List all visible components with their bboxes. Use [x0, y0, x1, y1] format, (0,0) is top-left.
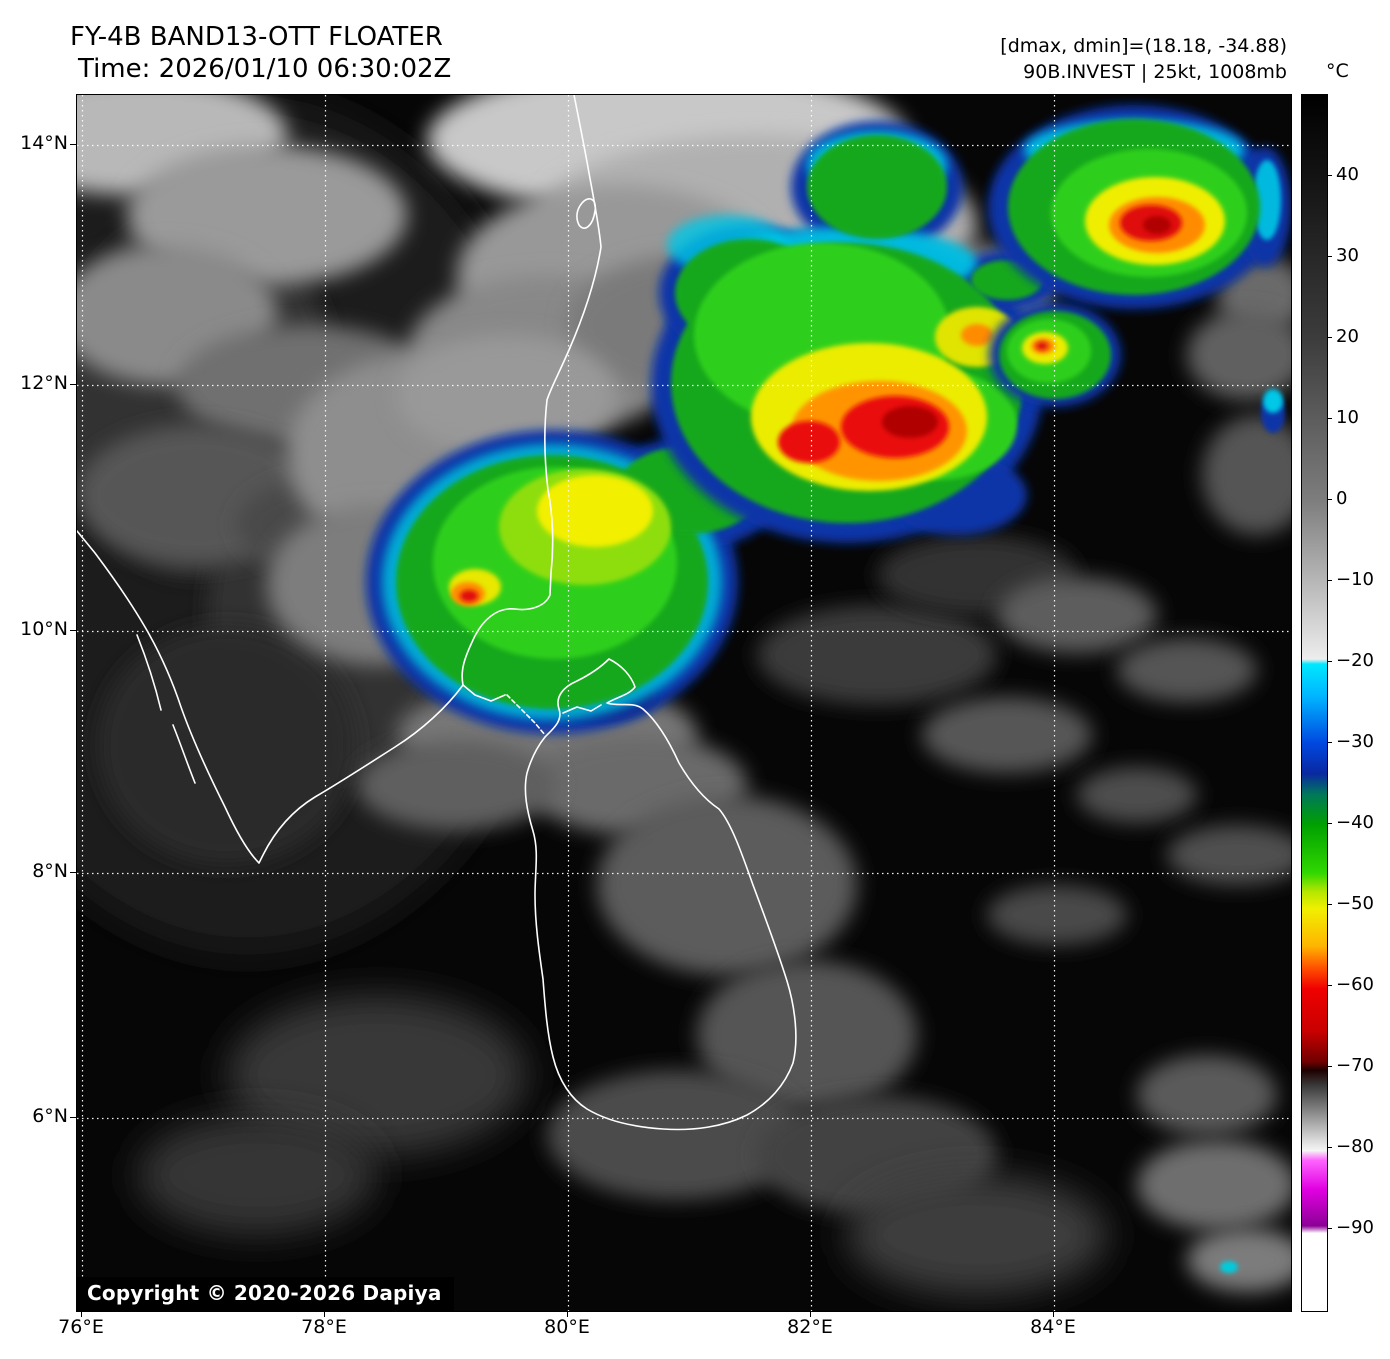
y-axis-label: 6°N — [32, 1105, 68, 1127]
india-coastline — [77, 95, 602, 864]
colorbar-tick-label: 30 — [1336, 245, 1359, 266]
colorbar-tick — [1327, 256, 1332, 257]
colorbar-tick-label: −50 — [1336, 893, 1374, 914]
colorbar-tick-label: 20 — [1336, 326, 1359, 347]
y-axis-tick — [70, 630, 76, 631]
colorbar-tick — [1327, 823, 1332, 824]
colorbar-tick-label: 40 — [1336, 164, 1359, 185]
convection-system-northeast — [988, 105, 1291, 309]
colorbar-tick — [1327, 661, 1332, 662]
colorbar-tick-label: −70 — [1336, 1055, 1374, 1076]
x-axis-label: 78°E — [301, 1316, 347, 1338]
colorbar-tick — [1327, 742, 1332, 743]
coastlines — [77, 95, 797, 1131]
colorbar-tick-label: −20 — [1336, 650, 1374, 671]
satellite-map: Copyright © 2020-2026 Dapiya — [76, 94, 1292, 1312]
header-info-block: [dmax, dmin]=(18.18, -34.88) 90B.INVEST … — [1000, 34, 1287, 85]
colorbar-tick-label: −60 — [1336, 974, 1374, 995]
colorbar-tick-label: −40 — [1336, 812, 1374, 833]
colorbar-tick-label: −90 — [1336, 1217, 1374, 1238]
x-axis-label: 84°E — [1030, 1316, 1076, 1338]
colorbar-tick — [1327, 1147, 1332, 1148]
satellite-image — [77, 95, 1291, 1311]
product-timestamp: Time: 2026/01/10 06:30:02Z — [78, 54, 452, 84]
colorbar-tick — [1327, 904, 1332, 905]
x-axis-tick — [81, 1311, 82, 1317]
colorbar-tick — [1327, 985, 1332, 986]
y-axis-label: 14°N — [20, 132, 68, 154]
colorbar-unit-label: °C — [1326, 60, 1349, 82]
colorbar-tick-label: −80 — [1336, 1136, 1374, 1157]
product-title: FY-4B BAND13-OTT FLOATER — [70, 22, 443, 52]
y-axis-tick — [70, 384, 76, 385]
x-axis-tick — [1053, 1311, 1054, 1317]
jaffna-lagoon-line — [562, 704, 602, 714]
colorbar-tick-label: 0 — [1336, 488, 1348, 509]
kerala-backwater-line — [136, 634, 196, 784]
y-axis-label: 12°N — [20, 372, 68, 394]
storm-info-readout: 90B.INVEST | 25kt, 1008mb — [1023, 60, 1287, 83]
colorbar-tick-label: 10 — [1336, 407, 1359, 428]
dmax-dmin-readout: [dmax, dmin]=(18.18, -34.88) — [1000, 35, 1287, 57]
adams-bridge-line — [506, 694, 546, 736]
colorbar-tick — [1327, 175, 1332, 176]
x-axis-tick — [567, 1311, 568, 1317]
x-axis-label: 82°E — [787, 1316, 833, 1338]
x-axis-tick — [810, 1311, 811, 1317]
colorbar-tick — [1327, 499, 1332, 500]
colorbar-tick — [1327, 418, 1332, 419]
x-axis-tick — [324, 1311, 325, 1317]
y-axis-tick — [70, 144, 76, 145]
y-axis-label: 8°N — [32, 860, 68, 882]
x-axis-label: 76°E — [58, 1316, 104, 1338]
x-axis-label: 80°E — [544, 1316, 590, 1338]
colorbar-tick — [1327, 580, 1332, 581]
colorbar-tick-label: −10 — [1336, 569, 1374, 590]
y-axis-label: 10°N — [20, 618, 68, 640]
colorbar-tick — [1327, 1228, 1332, 1229]
y-axis-tick — [70, 1117, 76, 1118]
convection-system-coastal — [366, 370, 780, 734]
sri-lanka-coastline — [524, 658, 797, 1131]
colorbar-tick — [1327, 1066, 1332, 1067]
pulicat-lake-outline — [576, 198, 597, 229]
temperature-colorbar — [1301, 94, 1328, 1312]
colorbar-tick — [1327, 337, 1332, 338]
copyright-label: Copyright © 2020-2026 Dapiya — [77, 1277, 454, 1311]
y-axis-tick — [70, 872, 76, 873]
cold-cloud-fragments — [1220, 389, 1285, 1273]
colorbar-tick-label: −30 — [1336, 731, 1374, 752]
